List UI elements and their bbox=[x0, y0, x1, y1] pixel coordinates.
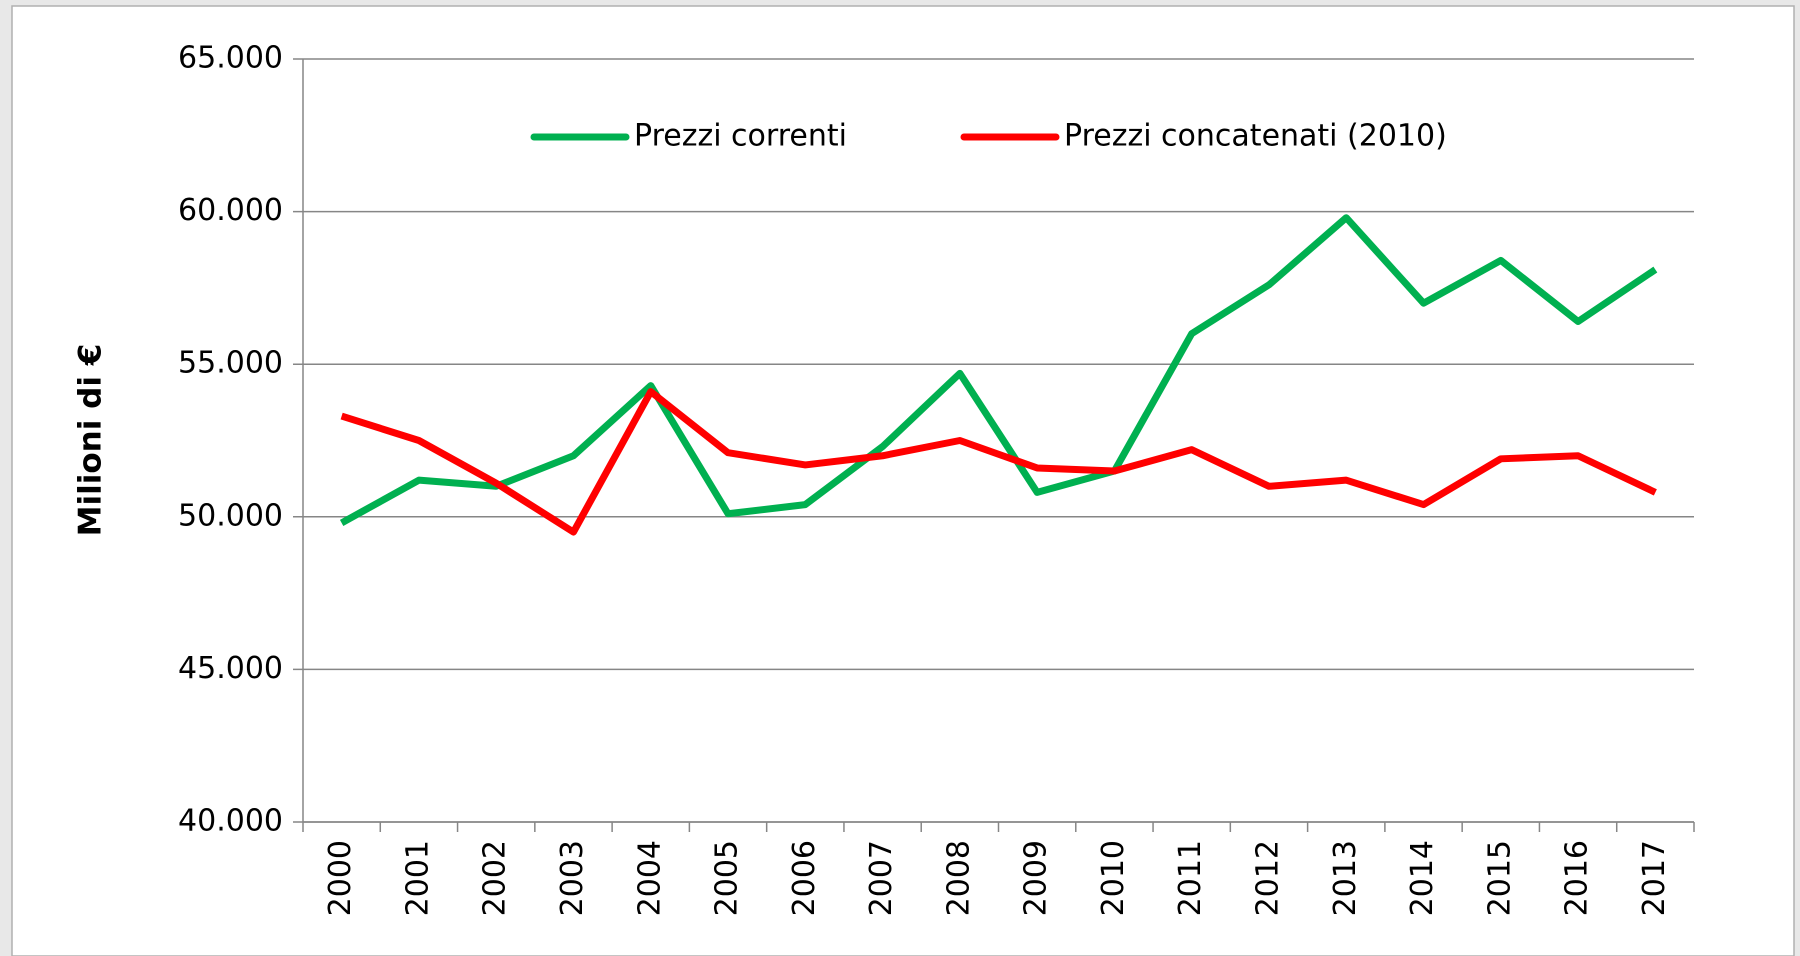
x-tick-label: 2004 bbox=[632, 840, 667, 916]
x-tick-label: 2006 bbox=[787, 840, 822, 916]
y-tick-label: 60.000 bbox=[178, 193, 283, 228]
y-tick-label: 45.000 bbox=[178, 651, 283, 686]
x-tick-label: 2001 bbox=[400, 840, 435, 916]
legend-label: Prezzi concatenati (2010) bbox=[1064, 119, 1447, 154]
x-tick-label: 2002 bbox=[478, 840, 513, 916]
x-tick-label: 2017 bbox=[1637, 840, 1672, 916]
x-tick-label: 2014 bbox=[1405, 840, 1440, 916]
y-tick-label: 50.000 bbox=[178, 498, 283, 533]
legend-label: Prezzi correnti bbox=[634, 119, 847, 154]
y-tick-label: 40.000 bbox=[178, 804, 283, 839]
x-tick-label: 2007 bbox=[864, 840, 899, 916]
y-tick-label: 65.000 bbox=[178, 41, 283, 76]
line-series bbox=[340, 388, 1657, 536]
chart-frame bbox=[11, 5, 1795, 956]
x-tick-label: 2009 bbox=[1019, 840, 1054, 916]
x-tick-label: 2016 bbox=[1560, 840, 1595, 916]
line-series bbox=[339, 214, 1658, 526]
x-tick-label: 2005 bbox=[710, 840, 745, 916]
x-tick-label: 2015 bbox=[1482, 840, 1517, 916]
x-tick-label: 2012 bbox=[1250, 840, 1285, 916]
y-axis-title: Milioni di € bbox=[73, 344, 109, 537]
x-tick-label: 2000 bbox=[323, 840, 358, 916]
y-tick-label: 55.000 bbox=[178, 346, 283, 381]
x-tick-label: 2008 bbox=[941, 840, 976, 916]
x-tick-label: 2003 bbox=[555, 840, 590, 916]
x-tick-label: 2010 bbox=[1096, 840, 1131, 916]
x-tick-label: 2011 bbox=[1173, 840, 1208, 916]
x-tick-label: 2013 bbox=[1328, 840, 1363, 916]
